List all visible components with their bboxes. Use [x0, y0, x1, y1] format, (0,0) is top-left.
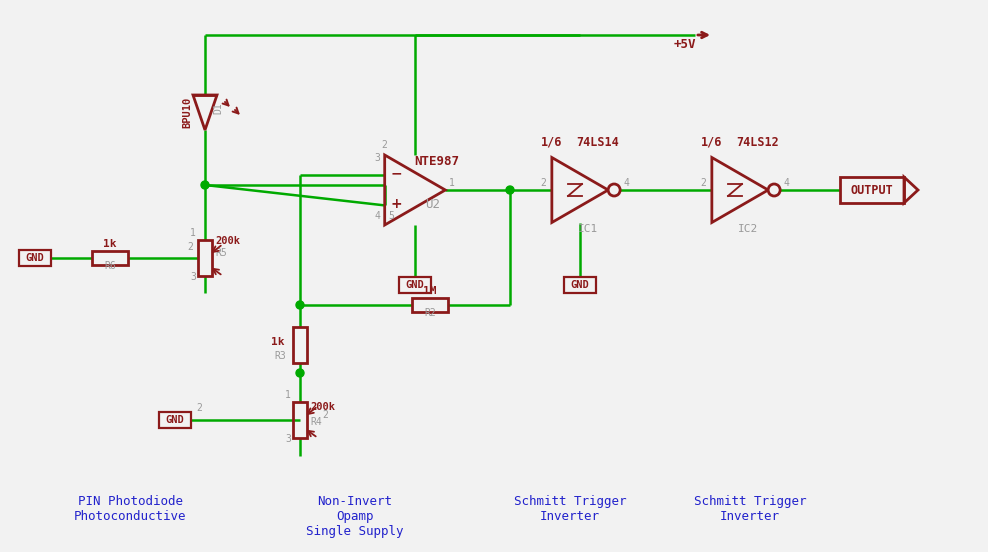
Text: GND: GND: [166, 415, 185, 425]
Text: 2: 2: [540, 178, 545, 188]
Text: 200k: 200k: [310, 402, 335, 412]
Text: 1: 1: [450, 178, 455, 188]
Text: 4: 4: [623, 178, 629, 188]
Text: NTE987: NTE987: [415, 155, 459, 168]
Text: 1: 1: [286, 390, 290, 400]
Text: 200k: 200k: [215, 236, 240, 246]
Text: Schmitt Trigger
Inverter: Schmitt Trigger Inverter: [694, 495, 806, 523]
Text: 2: 2: [322, 410, 328, 420]
Text: 2: 2: [196, 403, 202, 413]
Text: 4: 4: [783, 178, 789, 188]
Text: IC1: IC1: [578, 225, 598, 235]
Bar: [293, 327, 307, 363]
Text: +5V: +5V: [674, 38, 697, 51]
Text: GND: GND: [26, 253, 44, 263]
Text: 1k: 1k: [104, 239, 117, 249]
Text: R6: R6: [104, 261, 116, 271]
Text: 3: 3: [374, 153, 380, 163]
Text: IC2: IC2: [738, 225, 758, 235]
Text: R4: R4: [310, 417, 322, 427]
Bar: [19, 250, 51, 266]
Bar: [293, 402, 307, 438]
Text: GND: GND: [406, 280, 425, 290]
Bar: [159, 412, 191, 428]
Bar: [198, 240, 212, 276]
Text: Schmitt Trigger
Inverter: Schmitt Trigger Inverter: [514, 495, 626, 523]
Text: 1/6: 1/6: [701, 135, 722, 148]
Text: U2: U2: [426, 198, 441, 211]
Circle shape: [201, 181, 209, 189]
Text: 1: 1: [190, 228, 196, 238]
Text: 74LS14: 74LS14: [577, 135, 619, 148]
Text: 1M: 1M: [423, 286, 437, 296]
Text: 3: 3: [190, 272, 196, 282]
Text: OUTPUT: OUTPUT: [851, 183, 893, 197]
Text: 1/6: 1/6: [541, 135, 563, 148]
Text: 3: 3: [286, 434, 290, 444]
Bar: [412, 298, 448, 312]
Circle shape: [296, 301, 304, 309]
Text: 74LS12: 74LS12: [737, 135, 780, 148]
Text: R2: R2: [424, 308, 436, 318]
Bar: [840, 177, 904, 203]
Bar: [92, 251, 128, 265]
Text: +: +: [391, 198, 402, 211]
Text: BPU10: BPU10: [182, 97, 192, 128]
Circle shape: [506, 186, 514, 194]
Text: R3: R3: [274, 351, 286, 361]
Bar: [399, 277, 431, 293]
Text: D1: D1: [213, 103, 223, 114]
Text: PIN Photodiode
Photoconductive: PIN Photodiode Photoconductive: [74, 495, 187, 523]
Text: 2: 2: [381, 140, 387, 150]
Text: 1k: 1k: [272, 337, 285, 347]
Text: Non-Invert
Opamp
Single Supply: Non-Invert Opamp Single Supply: [306, 495, 404, 538]
Text: GND: GND: [571, 280, 590, 290]
Circle shape: [768, 184, 781, 196]
Text: 2: 2: [700, 178, 705, 188]
Circle shape: [609, 184, 620, 196]
Text: 5: 5: [388, 211, 394, 221]
Text: 4: 4: [374, 211, 380, 221]
Circle shape: [296, 369, 304, 377]
Text: 2: 2: [187, 242, 193, 252]
Bar: [564, 277, 596, 293]
Text: R5: R5: [215, 248, 227, 258]
Text: −: −: [391, 167, 402, 181]
